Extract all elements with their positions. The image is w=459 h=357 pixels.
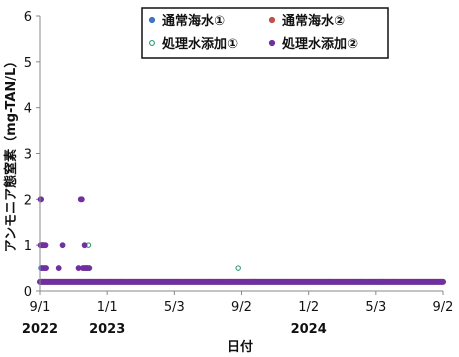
- data-point-series3: [38, 196, 45, 203]
- legend-marker-2: [149, 40, 155, 46]
- y-tick-label: 3: [24, 148, 32, 163]
- legend-marker-0: [148, 16, 156, 24]
- data-point-series3: [81, 242, 88, 249]
- data-points: [37, 196, 446, 285]
- x-axis-ticks: 9/1 1/1 5/3 9/2 1/2 5/3 9/2: [30, 291, 454, 315]
- legend-marker-1: [268, 16, 276, 24]
- data-point-series3: [86, 265, 92, 271]
- y-tick-label: 6: [24, 10, 32, 25]
- x-tick-label: 9/2: [231, 300, 252, 315]
- data-point-series3: [440, 278, 446, 285]
- y-axis-label: アンモニア態窒素（mg-TAN/L）: [3, 55, 19, 253]
- x-tick-label: 9/2: [433, 300, 454, 315]
- data-point-series3: [55, 265, 62, 271]
- data-point-series3: [78, 196, 85, 203]
- year-label: 2022: [22, 322, 58, 337]
- year-label: 2024: [291, 322, 327, 337]
- x-axis-label: 日付: [227, 339, 253, 355]
- y-tick-label: 0: [24, 285, 32, 300]
- y-tick-label: 4: [24, 102, 32, 117]
- data-point-series3: [59, 242, 66, 249]
- legend-box: [141, 7, 389, 59]
- year-label: 2023: [89, 322, 125, 337]
- legend-label-3: 処理水添加②: [281, 36, 358, 52]
- legend-label-1: 通常海水②: [282, 13, 345, 29]
- data-point-series3: [43, 265, 49, 271]
- y-tick-label: 1: [24, 239, 32, 254]
- x-tick-label: 5/3: [164, 300, 185, 315]
- data-point-series3: [42, 242, 49, 249]
- legend-marker-3: [268, 39, 276, 47]
- x-tick-label: 1/2: [298, 300, 319, 315]
- data-point-series2: [235, 265, 241, 271]
- y-tick-label: 2: [24, 193, 32, 208]
- y-axis-ticks: 0 1 2 3 4 5 6: [24, 10, 40, 300]
- year-labels: 2022 2023 2024: [22, 322, 327, 337]
- legend: 通常海水① 通常海水② 処理水添加① 処理水添加②: [141, 7, 389, 59]
- legend-label-0: 通常海水①: [162, 13, 225, 29]
- y-tick-label: 5: [24, 56, 32, 71]
- x-tick-label: 9/1: [30, 300, 51, 315]
- x-tick-label: 5/3: [365, 300, 386, 315]
- x-tick-label: 1/1: [97, 300, 118, 315]
- legend-label-2: 処理水添加①: [161, 36, 238, 52]
